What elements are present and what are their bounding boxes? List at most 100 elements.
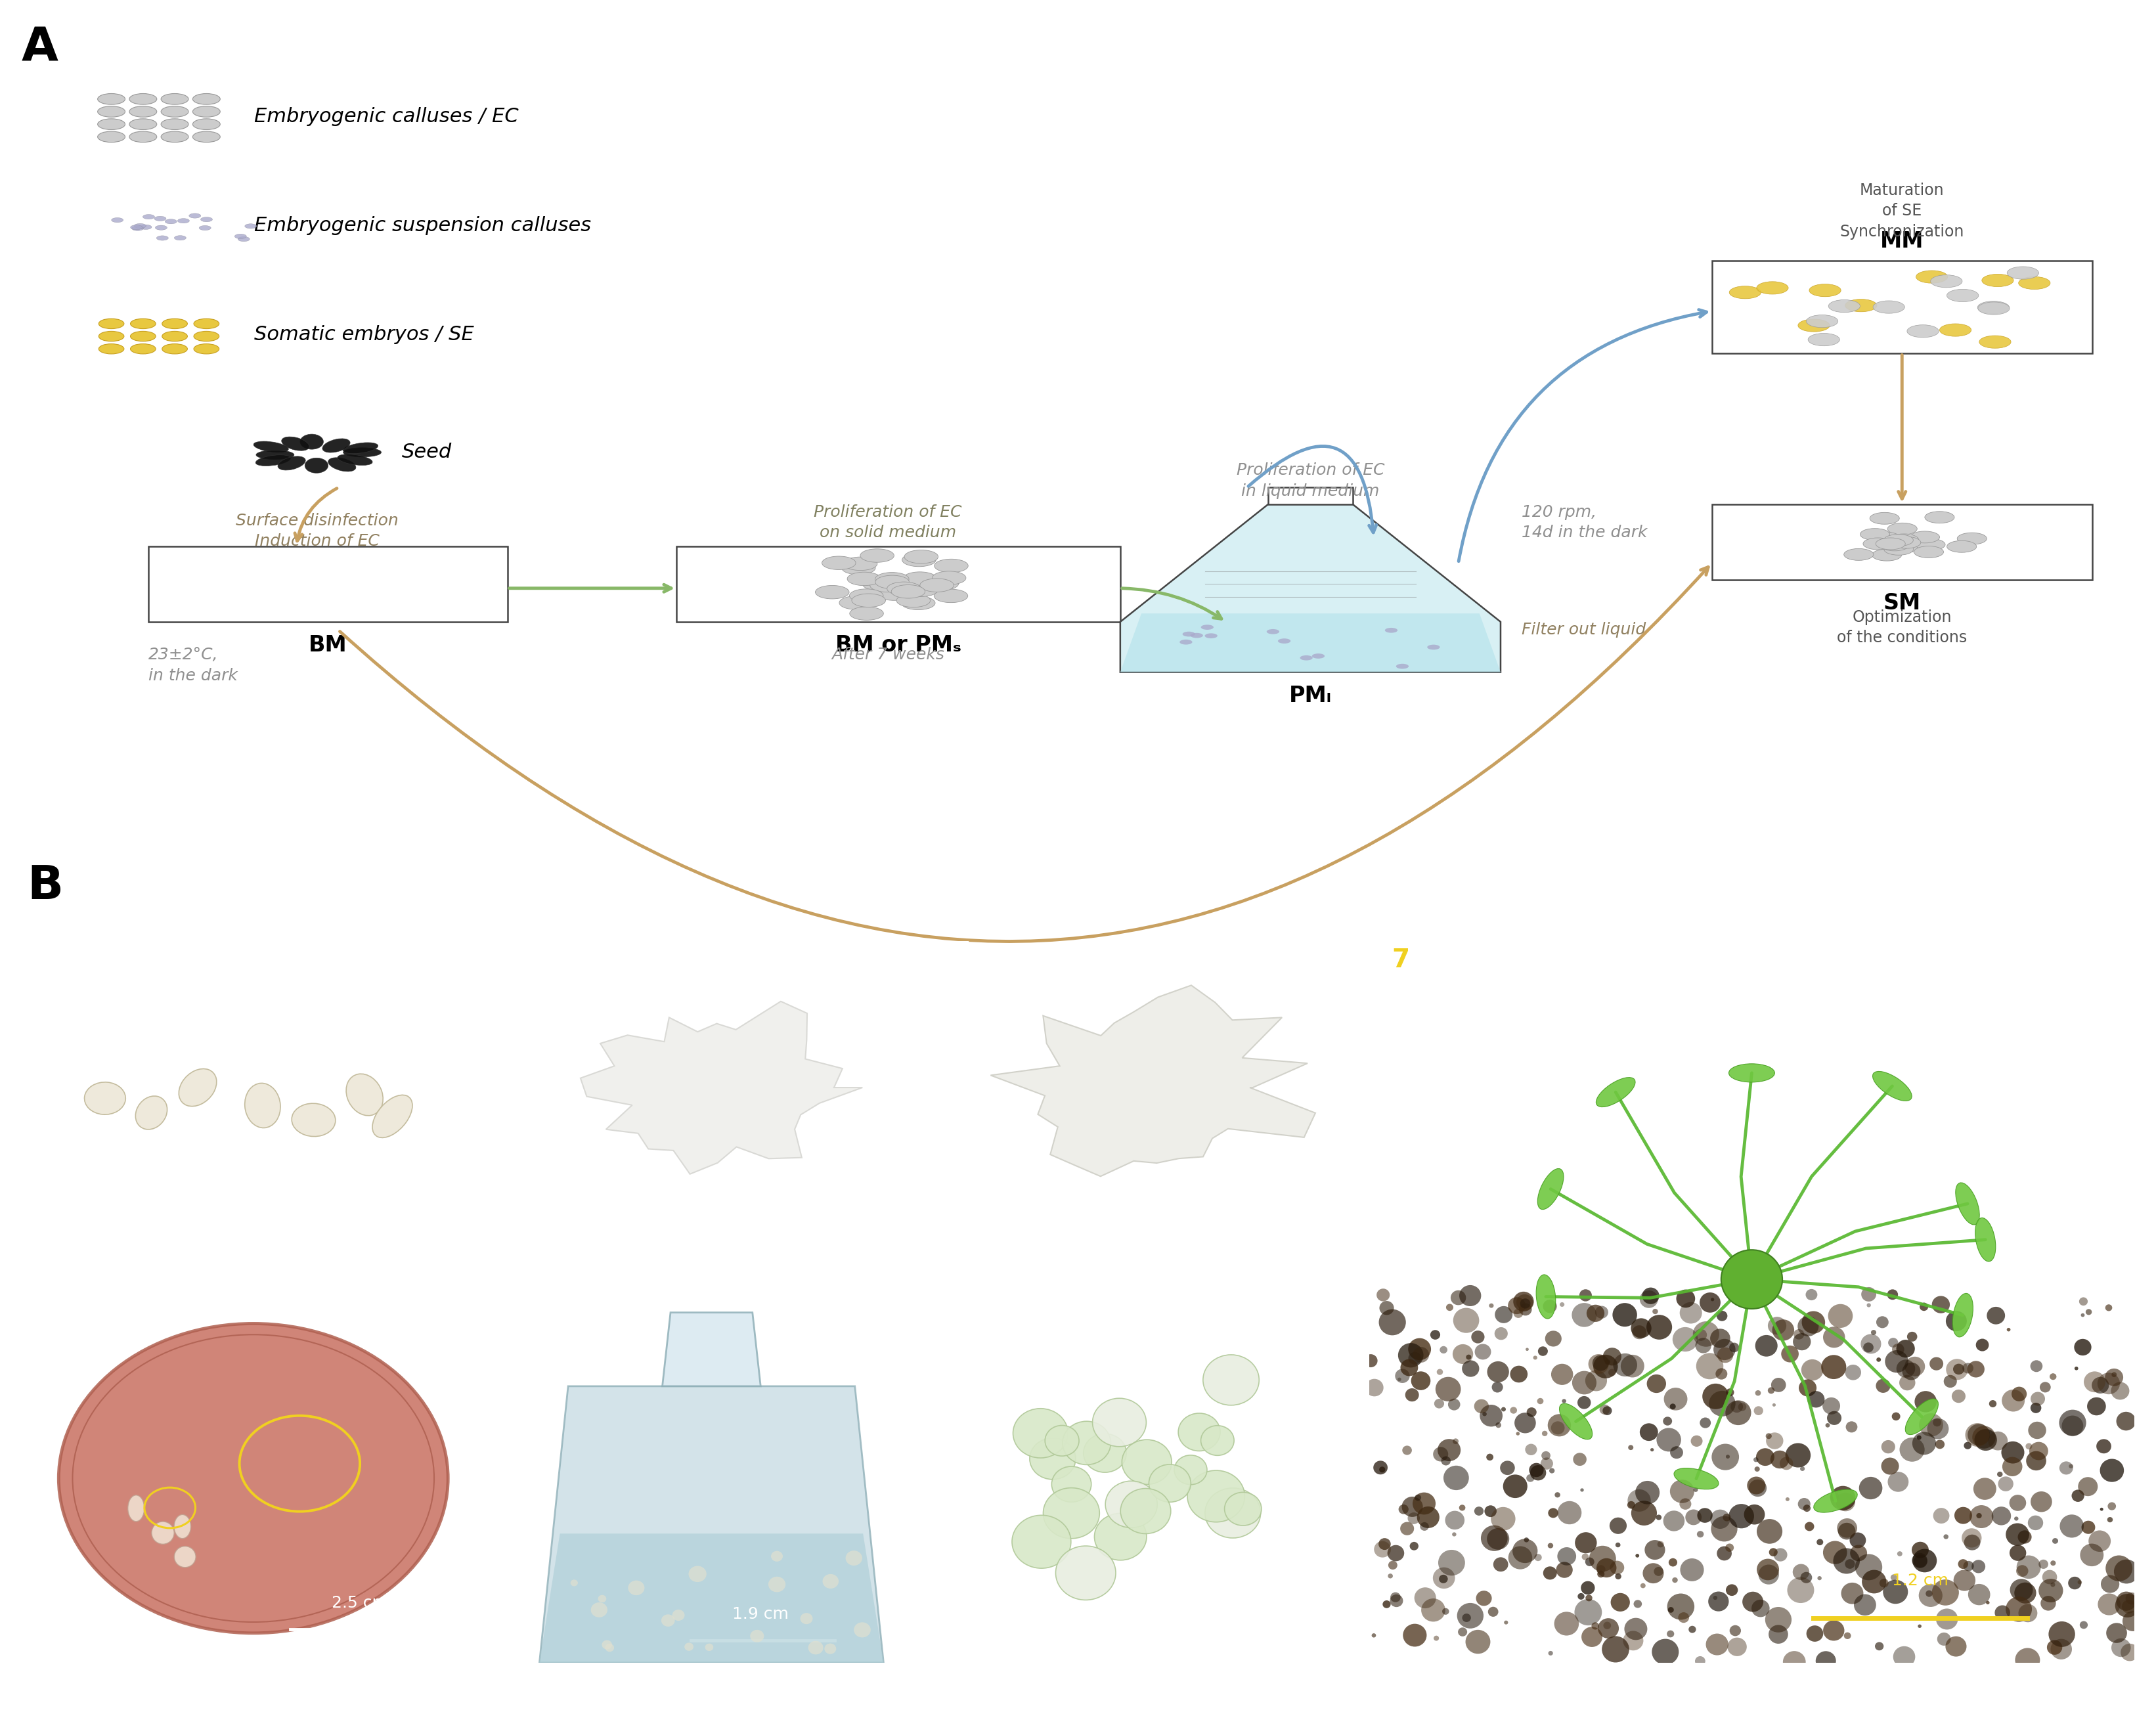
Circle shape [97, 106, 125, 117]
Circle shape [1598, 1570, 1604, 1577]
Circle shape [1930, 1357, 1943, 1369]
Circle shape [1580, 1488, 1585, 1491]
Circle shape [1766, 1433, 1772, 1440]
Circle shape [2081, 1544, 2104, 1567]
Circle shape [194, 331, 220, 341]
Circle shape [2014, 1517, 2018, 1520]
Circle shape [1798, 1316, 1820, 1337]
Circle shape [1807, 315, 1837, 327]
Circle shape [1656, 1428, 1682, 1452]
Circle shape [1470, 1330, 1485, 1344]
Circle shape [1947, 540, 1977, 552]
Circle shape [843, 557, 877, 571]
Circle shape [2117, 1412, 2137, 1431]
Bar [1712, 261, 2091, 353]
Circle shape [1466, 1354, 1470, 1359]
Text: 5: 5 [955, 939, 972, 965]
Circle shape [1460, 1505, 1466, 1510]
Circle shape [1807, 1625, 1824, 1642]
Circle shape [1699, 1417, 1712, 1428]
Circle shape [1201, 1426, 1233, 1455]
Circle shape [1641, 1584, 1645, 1589]
Circle shape [627, 1580, 645, 1596]
Circle shape [1397, 663, 1408, 668]
Circle shape [768, 1577, 785, 1592]
Circle shape [602, 1640, 612, 1649]
Circle shape [1936, 1608, 1958, 1630]
Circle shape [1729, 286, 1761, 298]
Circle shape [1669, 1558, 1677, 1567]
Circle shape [2007, 1328, 2012, 1332]
Circle shape [129, 118, 157, 130]
Circle shape [1647, 1315, 1673, 1340]
Circle shape [1201, 624, 1214, 629]
Circle shape [1945, 1637, 1966, 1657]
Circle shape [1044, 1488, 1100, 1539]
Circle shape [1399, 1505, 1408, 1513]
Circle shape [1401, 1359, 1419, 1376]
Circle shape [1542, 1452, 1550, 1460]
PathPatch shape [990, 986, 1315, 1176]
Circle shape [1716, 1347, 1733, 1363]
Ellipse shape [282, 437, 308, 451]
Circle shape [129, 331, 155, 341]
Circle shape [1656, 1515, 1662, 1520]
Circle shape [162, 106, 188, 117]
Circle shape [1902, 1363, 1921, 1380]
Circle shape [162, 331, 188, 341]
Circle shape [192, 132, 220, 142]
Circle shape [1587, 1304, 1604, 1321]
Circle shape [2111, 1381, 2130, 1400]
Circle shape [1524, 1537, 1529, 1543]
Circle shape [1710, 1510, 1729, 1529]
Circle shape [142, 214, 155, 219]
Circle shape [1485, 1453, 1494, 1460]
Circle shape [1589, 1546, 1617, 1572]
Circle shape [1595, 1565, 1606, 1573]
Circle shape [1716, 1368, 1727, 1380]
Circle shape [1190, 632, 1203, 638]
Circle shape [1507, 1297, 1526, 1315]
Circle shape [1755, 1467, 1759, 1472]
Circle shape [1457, 1603, 1483, 1628]
Circle shape [1093, 1399, 1147, 1447]
Circle shape [1919, 1414, 1943, 1436]
Text: 0.6 cm: 0.6 cm [341, 1215, 397, 1231]
Text: 0.5 cm: 0.5 cm [1197, 1224, 1253, 1239]
Circle shape [97, 118, 125, 130]
Circle shape [1695, 1339, 1712, 1354]
Circle shape [688, 1567, 707, 1582]
Circle shape [839, 596, 873, 610]
Text: Embryogenic calluses / EC: Embryogenic calluses / EC [254, 106, 517, 125]
Circle shape [1964, 1441, 1971, 1450]
Circle shape [1768, 1625, 1787, 1644]
Circle shape [1611, 1561, 1623, 1575]
Circle shape [1667, 1594, 1695, 1620]
Circle shape [1604, 1359, 1611, 1364]
Circle shape [140, 225, 151, 230]
Circle shape [860, 548, 895, 562]
Circle shape [903, 550, 938, 564]
Circle shape [2085, 1309, 2091, 1315]
Circle shape [1490, 1507, 1516, 1531]
Circle shape [1410, 1371, 1432, 1390]
Circle shape [1695, 1656, 1705, 1666]
Circle shape [1436, 1376, 1462, 1402]
Circle shape [1966, 1361, 1984, 1378]
Circle shape [1977, 1513, 1981, 1519]
Text: 6: 6 [955, 1304, 972, 1330]
Circle shape [1483, 1412, 1488, 1416]
Circle shape [1380, 1467, 1386, 1472]
Circle shape [1641, 1423, 1658, 1441]
Circle shape [2078, 1477, 2098, 1496]
Circle shape [1716, 1546, 1731, 1560]
Circle shape [1809, 333, 1839, 346]
Circle shape [1585, 1594, 1593, 1601]
Text: Maturation
of SE
Synchronization: Maturation of SE Synchronization [1839, 182, 1964, 240]
Circle shape [1651, 1309, 1658, 1315]
Circle shape [1917, 271, 1947, 283]
Circle shape [1772, 1404, 1777, 1407]
Circle shape [869, 579, 903, 591]
Circle shape [1613, 1303, 1636, 1327]
Circle shape [2018, 276, 2050, 290]
